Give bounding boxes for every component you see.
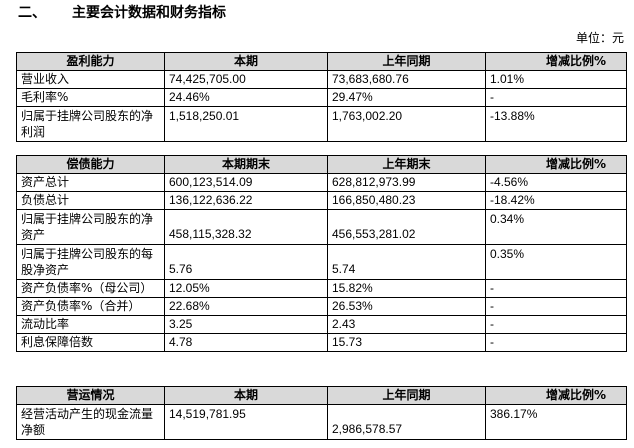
- change-value: -: [485, 88, 627, 107]
- row-label: 毛利率%: [16, 88, 165, 107]
- header-cell: 本期: [164, 386, 328, 405]
- change-value: -: [485, 315, 627, 334]
- prior-value: 166,850,480.23: [327, 191, 486, 210]
- header-cell: 上年期末: [327, 155, 486, 174]
- change-value: -13.88%: [485, 106, 627, 142]
- row-label: 经营活动产生的现金流量净额: [16, 404, 165, 440]
- table-row: 利息保障倍数 4.78 15.73 -: [16, 333, 627, 352]
- change-value: 0.35%: [485, 244, 627, 280]
- row-label: 流动比率: [16, 315, 165, 334]
- table-row: 归属于挂牌公司股东的每股净资产 5.76 5.74 0.35%: [16, 244, 627, 280]
- table-row: 资产负债率%（合并） 22.68% 26.53% -: [16, 297, 627, 316]
- table-row: 毛利率% 24.46% 29.47% -: [16, 88, 627, 107]
- current-value: 136,122,636.22: [164, 191, 328, 210]
- table-row: 归属于挂牌公司股东的净资产 458,115,328.32 456,553,281…: [16, 209, 627, 245]
- header-cell: 盈利能力: [16, 52, 165, 71]
- prior-value: 26.53%: [327, 297, 486, 316]
- change-value: 0.34%: [485, 209, 627, 245]
- current-value: 74,425,705.00: [164, 70, 328, 89]
- change-value: -18.42%: [485, 191, 627, 210]
- row-label: 资产总计: [16, 173, 165, 192]
- solvency-table: 偿债能力 本期期末 上年期末 增减比例% 资产总计 600,123,514.09…: [16, 155, 627, 352]
- table-row: 资产总计 600,123,514.09 628,812,973.99 -4.56…: [16, 173, 627, 192]
- current-value: 600,123,514.09: [164, 173, 328, 192]
- current-value: 12.05%: [164, 279, 328, 298]
- row-label: 归属于挂牌公司股东的净利润: [16, 106, 165, 142]
- table-row: 流动比率 3.25 2.43 -: [16, 315, 627, 334]
- prior-value: 456,553,281.02: [327, 209, 486, 245]
- header-cell: 增减比例%: [485, 386, 627, 405]
- current-value: 22.68%: [164, 297, 328, 316]
- prior-value: 29.47%: [327, 88, 486, 107]
- table-row: 资产负债率%（母公司） 12.05% 15.82% -: [16, 279, 627, 298]
- table-row: 归属于挂牌公司股东的净利润 1,518,250.01 1,763,002.20 …: [16, 106, 627, 142]
- current-value: 3.25: [164, 315, 328, 334]
- current-value: 14,519,781.95: [164, 404, 328, 440]
- row-label: 资产负债率%（合并）: [16, 297, 165, 316]
- profitability-header: 盈利能力 本期 上年同期 增减比例%: [16, 52, 627, 71]
- prior-value: 15.73: [327, 333, 486, 352]
- current-value: 458,115,328.32: [164, 209, 328, 245]
- solvency-header: 偿债能力 本期期末 上年期末 增减比例%: [16, 155, 627, 174]
- profitability-table: 盈利能力 本期 上年同期 增减比例% 营业收入 74,425,705.00 73…: [16, 52, 627, 142]
- header-cell: 上年同期: [327, 386, 486, 405]
- change-value: 1.01%: [485, 70, 627, 89]
- current-value: 1,518,250.01: [164, 106, 328, 142]
- prior-value: 5.74: [327, 244, 486, 280]
- change-value: 386.17%: [485, 404, 627, 440]
- table-row: 营业收入 74,425,705.00 73,683,680.76 1.01%: [16, 70, 627, 89]
- header-cell: 偿债能力: [16, 155, 165, 174]
- prior-value: 2.43: [327, 315, 486, 334]
- change-value: -: [485, 279, 627, 298]
- change-value: -4.56%: [485, 173, 627, 192]
- header-cell: 本期: [164, 52, 328, 71]
- row-label: 资产负债率%（母公司）: [16, 279, 165, 298]
- section-heading: 二、 主要会计数据和财务指标: [18, 2, 226, 24]
- change-value: -: [485, 333, 627, 352]
- operations-table: 营运情况 本期 上年同期 增减比例% 经营活动产生的现金流量净额 14,519,…: [16, 386, 627, 440]
- operations-header: 营运情况 本期 上年同期 增减比例%: [16, 386, 627, 405]
- change-value: -: [485, 297, 627, 316]
- prior-value: 15.82%: [327, 279, 486, 298]
- header-cell: 营运情况: [16, 386, 165, 405]
- row-label: 负债总计: [16, 191, 165, 210]
- header-cell: 上年同期: [327, 52, 486, 71]
- row-label: 营业收入: [16, 70, 165, 89]
- unit-label: 单位：元: [575, 31, 624, 45]
- row-label: 归属于挂牌公司股东的每股净资产: [16, 244, 165, 280]
- row-label: 归属于挂牌公司股东的净资产: [16, 209, 165, 245]
- prior-value: 2,986,578.57: [327, 404, 486, 440]
- header-cell: 本期期末: [164, 155, 328, 174]
- section-title: 主要会计数据和财务指标: [72, 5, 226, 21]
- prior-value: 628,812,973.99: [327, 173, 486, 192]
- header-cell: 增减比例%: [485, 155, 627, 174]
- current-value: 4.78: [164, 333, 328, 352]
- table-row: 负债总计 136,122,636.22 166,850,480.23 -18.4…: [16, 191, 627, 210]
- current-value: 24.46%: [164, 88, 328, 107]
- header-cell: 增减比例%: [485, 52, 627, 71]
- row-label: 利息保障倍数: [16, 333, 165, 352]
- current-value: 5.76: [164, 244, 328, 280]
- prior-value: 73,683,680.76: [327, 70, 486, 89]
- table-row: 经营活动产生的现金流量净额 14,519,781.95 2,986,578.57…: [16, 404, 627, 440]
- prior-value: 1,763,002.20: [327, 106, 486, 142]
- section-number: 二、: [18, 5, 46, 21]
